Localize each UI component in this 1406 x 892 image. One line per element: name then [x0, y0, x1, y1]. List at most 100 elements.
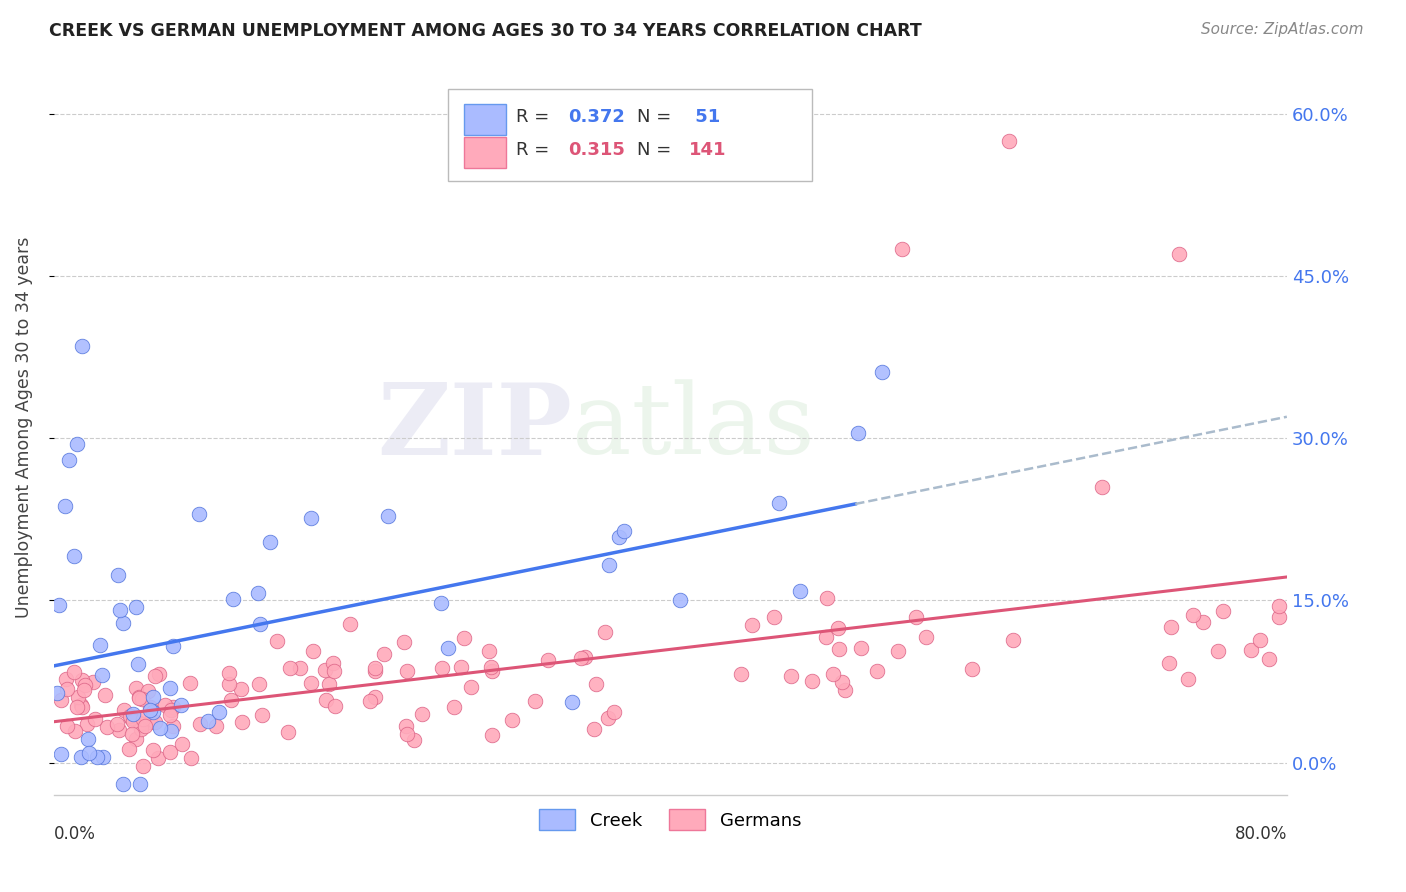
Point: [180, 750, 202, 764]
Text: atlas: atlas: [572, 379, 814, 475]
Point: [432, 661, 454, 675]
Point: [131, 716, 153, 731]
Point: [299, 676, 322, 690]
Point: [322, 664, 344, 678]
Point: [66, 436, 89, 450]
Point: [322, 656, 344, 670]
Point: [768, 495, 790, 509]
Point: [1192, 615, 1215, 629]
Text: 51: 51: [689, 108, 720, 126]
FancyBboxPatch shape: [464, 136, 506, 168]
Point: [259, 535, 281, 549]
Point: [595, 625, 617, 640]
Point: [159, 681, 181, 696]
Point: [63, 665, 86, 680]
Point: [1160, 620, 1182, 634]
Point: [138, 684, 160, 698]
Point: [120, 709, 142, 723]
Point: [134, 719, 156, 733]
Point: [849, 641, 872, 656]
Point: [583, 722, 606, 736]
Point: [890, 242, 912, 256]
Point: [162, 719, 184, 733]
Point: [569, 650, 592, 665]
Text: 0.315: 0.315: [568, 141, 624, 159]
Point: [1206, 643, 1229, 657]
Point: [789, 583, 811, 598]
Point: [377, 509, 399, 524]
Point: [395, 719, 418, 733]
Point: [479, 660, 502, 674]
Point: [364, 690, 387, 705]
Point: [111, 615, 134, 630]
Point: [668, 592, 690, 607]
Point: [1091, 480, 1114, 494]
Point: [392, 635, 415, 649]
Point: [91, 750, 114, 764]
Point: [84, 712, 107, 726]
Point: [865, 664, 887, 678]
Point: [481, 664, 503, 678]
Point: [96, 719, 118, 733]
Point: [1001, 633, 1024, 648]
Point: [915, 630, 938, 644]
Point: [208, 705, 231, 719]
Point: [231, 714, 253, 729]
Point: [63, 549, 86, 563]
Point: [170, 737, 193, 751]
Point: [585, 676, 607, 690]
Point: [66, 700, 89, 714]
Point: [1212, 604, 1234, 618]
Text: CREEK VS GERMAN UNEMPLOYMENT AMONG AGES 30 TO 34 YEARS CORRELATION CHART: CREEK VS GERMAN UNEMPLOYMENT AMONG AGES …: [49, 22, 922, 40]
Point: [153, 698, 176, 712]
Text: ZIP: ZIP: [377, 379, 572, 475]
Point: [339, 617, 361, 632]
Point: [460, 680, 482, 694]
Point: [598, 711, 620, 725]
Point: [125, 681, 148, 695]
Point: [904, 609, 927, 624]
Point: [359, 694, 381, 708]
Point: [827, 622, 849, 636]
Point: [222, 591, 245, 606]
Point: [120, 711, 142, 725]
Point: [127, 657, 149, 672]
Text: Source: ZipAtlas.com: Source: ZipAtlas.com: [1201, 22, 1364, 37]
Point: [247, 586, 270, 600]
Point: [315, 693, 337, 707]
Point: [162, 640, 184, 654]
Point: [121, 727, 143, 741]
Point: [1267, 599, 1289, 614]
Point: [139, 715, 162, 730]
Point: [730, 667, 752, 681]
Point: [443, 699, 465, 714]
Point: [77, 746, 100, 760]
Point: [815, 630, 838, 644]
Point: [779, 668, 801, 682]
Point: [741, 618, 763, 632]
Point: [870, 365, 893, 379]
Point: [141, 705, 163, 719]
Point: [131, 692, 153, 706]
Point: [396, 727, 419, 741]
Point: [453, 631, 475, 645]
Point: [450, 660, 472, 674]
Point: [49, 747, 72, 761]
Point: [125, 732, 148, 747]
Point: [1182, 607, 1205, 622]
Point: [118, 741, 141, 756]
Point: [121, 714, 143, 729]
Point: [55, 673, 77, 687]
Point: [218, 666, 240, 681]
Point: [51, 693, 73, 707]
Text: R =: R =: [516, 108, 555, 126]
Point: [131, 722, 153, 736]
Point: [146, 751, 169, 765]
Point: [278, 661, 301, 675]
Point: [132, 758, 155, 772]
Point: [89, 638, 111, 652]
Point: [94, 688, 117, 702]
Point: [266, 634, 288, 648]
Point: [139, 699, 162, 714]
Point: [396, 665, 419, 679]
